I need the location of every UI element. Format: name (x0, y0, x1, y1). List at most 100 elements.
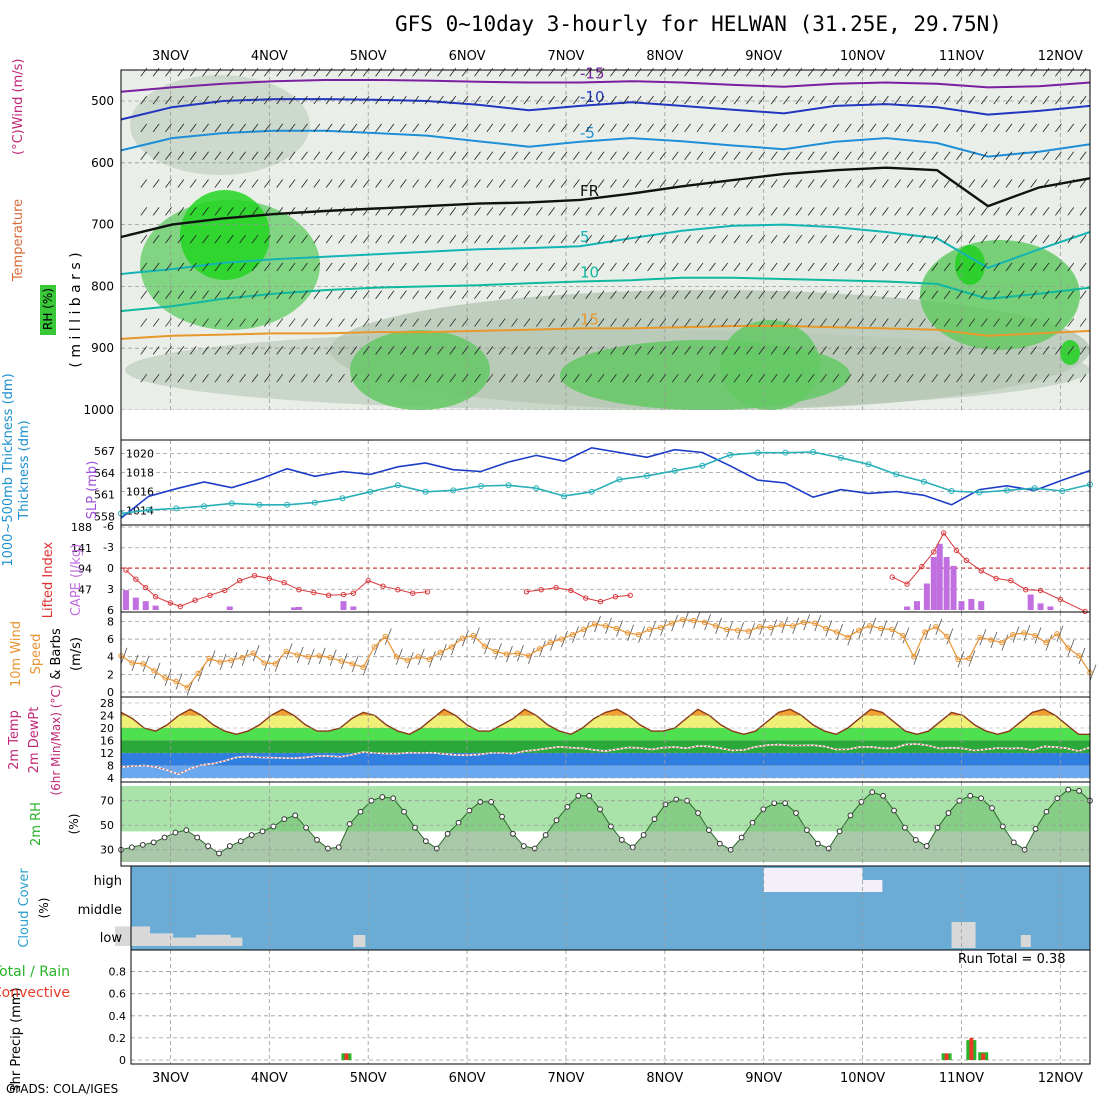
wind-barb (721, 262, 729, 272)
rh-point (553, 817, 560, 824)
li-point (597, 598, 604, 605)
wind-barb (548, 318, 555, 327)
wind-barb (943, 151, 951, 160)
wind-barb (325, 373, 333, 383)
li-point (538, 587, 544, 593)
surface-wind-barb (186, 679, 194, 696)
wind-barb (832, 290, 840, 300)
wind-barb (857, 151, 864, 160)
low-cloud-bar (218, 934, 231, 946)
wind-barb (882, 262, 889, 272)
rh-point (869, 789, 876, 796)
cape-bar (295, 606, 302, 610)
wind-barb (350, 290, 358, 300)
wind-barb (634, 151, 642, 160)
cape-bar (950, 565, 957, 610)
wind-barb (535, 234, 543, 244)
wind-barb (214, 290, 222, 300)
wind-barb (387, 179, 395, 188)
wind-speed-point (801, 619, 807, 625)
run-total-label: Run Total = 0.38 (958, 952, 1066, 967)
wind-barb (1079, 95, 1087, 105)
wind-barb (177, 95, 185, 105)
wind-barb (820, 179, 827, 188)
wind-barb (288, 346, 296, 355)
wind-barb (560, 207, 568, 216)
wind-barb (832, 262, 840, 272)
rh-point (477, 799, 484, 805)
wind-barb (709, 179, 716, 188)
wind-barb (783, 318, 790, 327)
wind-barb (140, 179, 148, 188)
wind-barb (832, 151, 840, 160)
wind-barb (746, 346, 753, 355)
wind-barb (919, 234, 926, 244)
wind-barb (597, 373, 605, 383)
wind-barb (968, 151, 976, 160)
li-point (123, 567, 129, 573)
wind-barb (622, 346, 630, 355)
wind-barb (980, 151, 988, 160)
wind-barb (1055, 234, 1062, 244)
wind-barb (869, 95, 877, 105)
wind-barb (412, 179, 420, 188)
wind-barb (461, 151, 469, 160)
wind-barb (931, 346, 939, 355)
chart-title: GFS 0~10day 3-hourly for HELWAN (31.25E,… (395, 12, 1002, 36)
wind-barb (400, 234, 407, 244)
wind-barb (894, 151, 902, 160)
wind-barb (313, 123, 321, 133)
temp-contour-label: FR (580, 182, 599, 200)
wind-barb (288, 318, 296, 327)
li-point (523, 589, 530, 595)
li-point (1008, 577, 1014, 584)
wind-barb (733, 373, 741, 383)
wind-barb (671, 123, 679, 133)
wind-barb (264, 262, 271, 272)
wind-barb (535, 95, 543, 105)
li-point (192, 597, 198, 603)
wind-barb (1030, 179, 1037, 188)
wind-speed-point (900, 632, 906, 639)
rh-point (923, 843, 930, 849)
wind-barb (894, 346, 902, 355)
li-point (395, 587, 401, 593)
wind-barb (1067, 262, 1075, 272)
wind-barb (313, 151, 321, 160)
wind-barb (548, 95, 555, 105)
wind-barb (709, 207, 716, 216)
wind-barb (733, 151, 741, 160)
rh-point (989, 805, 995, 811)
wind-barb (140, 290, 148, 300)
wind-barb (424, 179, 432, 188)
wind-barb (857, 234, 864, 244)
wind-barb (251, 123, 259, 133)
wind-barb (795, 346, 803, 355)
cape-bar (132, 597, 139, 610)
rh-point (357, 808, 364, 815)
wind-barb (906, 123, 914, 133)
wind-barb (906, 373, 914, 383)
thickness-point (920, 478, 927, 485)
low-cloud-bar (207, 934, 220, 946)
wind-barb (783, 179, 790, 188)
temp-line (120, 708, 1090, 736)
wind-barb (474, 151, 481, 160)
surface-wind-barb (142, 655, 150, 672)
wind-barb (956, 234, 963, 244)
convective-bar (944, 1053, 949, 1060)
wind-barb (906, 234, 914, 244)
wind-barb (770, 95, 778, 105)
thickness-point (477, 482, 484, 489)
wind-barb (696, 207, 704, 216)
rh-point (226, 843, 233, 849)
wind-barb (350, 95, 358, 105)
wind-barb (1030, 123, 1037, 133)
wind-barb (684, 290, 691, 300)
wind-barb (338, 207, 345, 216)
wind-barb (338, 346, 345, 355)
wind-barb (486, 234, 494, 244)
wind-speed-point (1021, 630, 1027, 636)
cape-bar (122, 590, 129, 610)
wind-barb (597, 179, 605, 188)
